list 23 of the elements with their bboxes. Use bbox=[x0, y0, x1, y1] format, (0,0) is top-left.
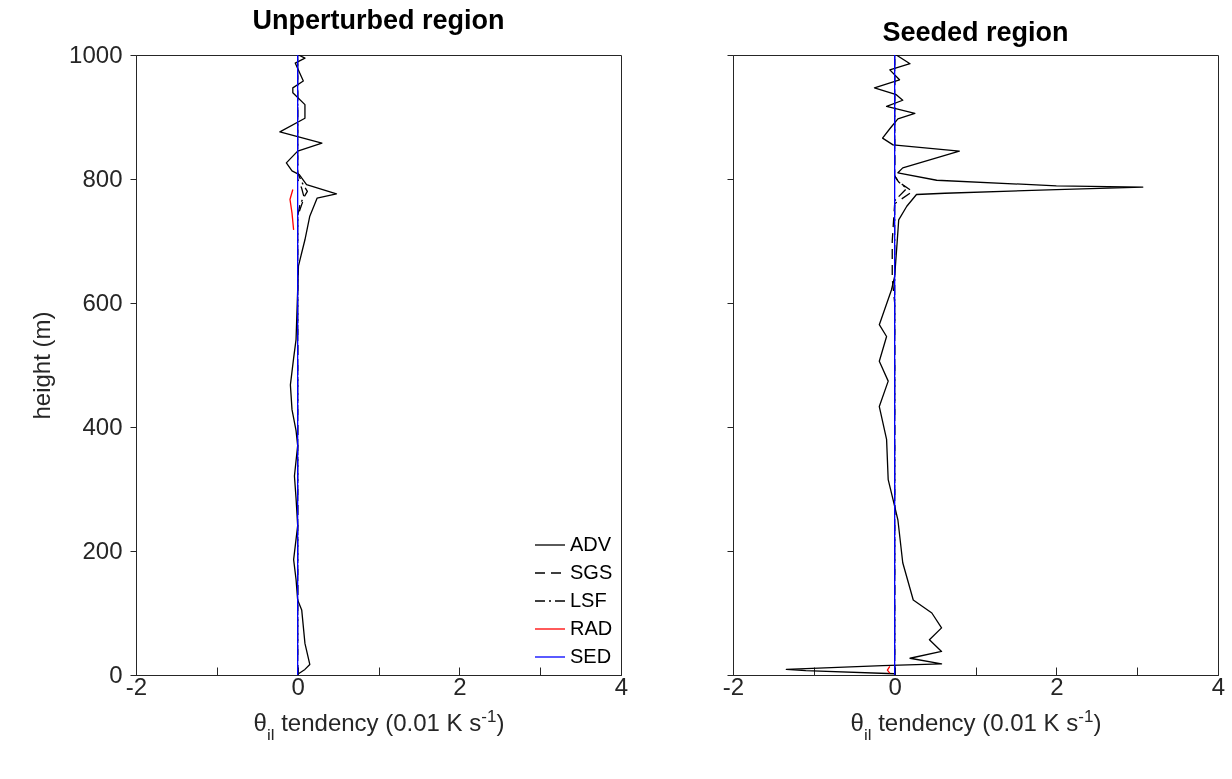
y-tick-label: 800 bbox=[82, 164, 123, 192]
x-tick-label: 4 bbox=[614, 672, 629, 700]
legend-label: RAD bbox=[570, 617, 613, 639]
x-tick-label: 2 bbox=[1050, 672, 1064, 700]
legend-label: SED bbox=[570, 645, 612, 667]
y-tick-label: 200 bbox=[82, 536, 123, 564]
x-axis-title: θ$_{il}$ tendency (0.01 K s$^{-1}$) bbox=[850, 706, 1102, 744]
chart-title: Unperturbed region bbox=[252, 5, 505, 35]
x-tick-label: -2 bbox=[125, 672, 148, 700]
legend-label: ADV bbox=[570, 533, 612, 555]
x-tick-label: 2 bbox=[453, 672, 467, 700]
y-tick-label: 400 bbox=[82, 412, 123, 440]
x-tick-label: 0 bbox=[291, 672, 305, 700]
x-tick-label: 4 bbox=[1211, 672, 1226, 700]
x-tick-label: -2 bbox=[722, 672, 745, 700]
y-tick-label: 600 bbox=[82, 288, 123, 316]
legend-label: SGS bbox=[570, 561, 613, 583]
y-axis-title: height (m) bbox=[28, 311, 56, 420]
x-axis-title: θ$_{il}$ tendency (0.01 K s$^{-1}$) bbox=[253, 706, 505, 744]
y-tick-label: 1000 bbox=[69, 40, 123, 68]
chart-title: Seeded region bbox=[882, 16, 1069, 47]
x-tick-label: 0 bbox=[888, 672, 902, 700]
legend-label: LSF bbox=[570, 589, 607, 611]
